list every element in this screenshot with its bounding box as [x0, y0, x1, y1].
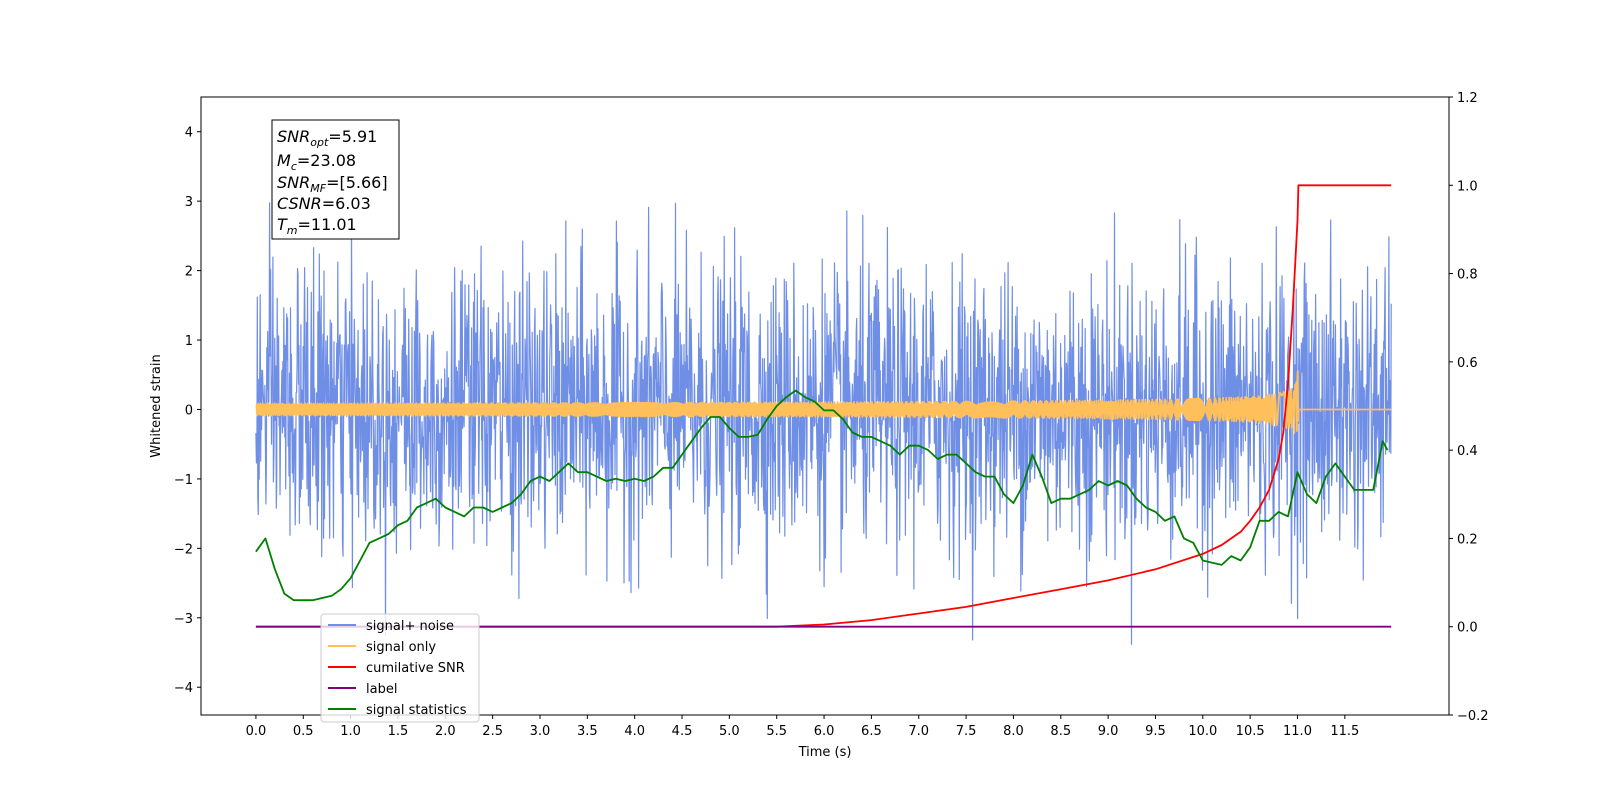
x-tick-label: 5.0	[719, 724, 740, 739]
y-tick-label: 3	[185, 195, 193, 210]
legend-label-signal-statistics: signal statistics	[366, 703, 467, 718]
x-tick-label: 8.5	[1050, 724, 1071, 739]
annotation-snr-opt: SNRopt=5.91	[277, 127, 377, 149]
series-line-signal-statistics	[255, 389, 1389, 602]
legend: signal+ noise signal only cumilative SNR…	[320, 613, 480, 723]
y2-tick-label: 0.2	[1457, 532, 1478, 547]
x-tick-label: 9.0	[1098, 724, 1119, 739]
x-tick-label: 7.5	[956, 724, 977, 739]
x-tick-label: 1.0	[340, 724, 361, 739]
x-axis-label: Time (s)	[798, 745, 852, 760]
y2-tick-label: 0.0	[1457, 621, 1478, 636]
legend-label-signal-noise: signal+ noise	[366, 619, 454, 634]
legend-frame	[320, 613, 480, 723]
x-tick-label: 3.0	[530, 724, 551, 739]
x-tick-label: 10.0	[1188, 724, 1217, 739]
legend-label-signal-only: signal only	[366, 640, 436, 655]
series-line-signal-noise	[255, 202, 1392, 645]
x-tick-label: 0.0	[246, 724, 267, 739]
y-axis-left: −4 −3 −2 −1 0 1 2 3 4	[174, 126, 201, 696]
x-tick-label: 7.0	[908, 724, 929, 739]
x-tick-label: 1.5	[388, 724, 409, 739]
y-tick-label: 2	[185, 265, 193, 280]
legend-label-label: label	[366, 682, 397, 697]
y2-tick-label: 0.4	[1457, 444, 1478, 459]
x-tick-label: 6.0	[814, 724, 835, 739]
y2-tick-label: 0.8	[1457, 268, 1478, 283]
annotation-mc: Mc=23.08	[277, 151, 356, 173]
x-tick-label: 0.5	[293, 724, 314, 739]
y-tick-label: −3	[174, 612, 193, 627]
legend-label-cumulative-snr: cumilative SNR	[366, 661, 465, 676]
plot-frame	[200, 96, 1450, 716]
y-axis-label: Whitened strain	[149, 354, 164, 457]
series-layer	[255, 184, 1392, 645]
y-tick-label: 1	[185, 334, 193, 349]
annotation-snr-mf: SNRMF=[5.66]	[277, 173, 388, 195]
y2-tick-label: 0.6	[1457, 356, 1478, 371]
x-tick-label: 11.0	[1283, 724, 1312, 739]
annotation-box: SNRopt=5.91 Mc=23.08 SNRMF=[5.66] CSNR=6…	[271, 119, 400, 240]
y2-tick-label: 1.2	[1457, 91, 1478, 106]
y2-tick-label: −0.2	[1457, 709, 1489, 724]
annotation-tm: Tm=11.01	[277, 215, 357, 237]
y-axis-right: −0.2 0.0 0.2 0.4 0.6 0.8 1.0 1.2	[1449, 91, 1489, 724]
y2-tick-label: 1.0	[1457, 179, 1478, 194]
y-tick-label: −4	[174, 681, 193, 696]
y-tick-label: −2	[174, 542, 193, 557]
x-tick-label: 2.0	[435, 724, 456, 739]
y-tick-label: 0	[185, 403, 193, 418]
x-tick-label: 3.5	[577, 724, 598, 739]
x-tick-label: 4.5	[672, 724, 693, 739]
series-line-cumilative-snr	[255, 184, 1392, 628]
x-tick-label: 4.0	[624, 724, 645, 739]
x-tick-label: 9.5	[1145, 724, 1166, 739]
x-tick-label: 11.5	[1330, 724, 1359, 739]
x-tick-label: 8.0	[1003, 724, 1024, 739]
x-tick-label: 5.5	[766, 724, 787, 739]
series-line-signal-only	[255, 370, 1392, 434]
y-tick-label: −1	[174, 473, 193, 488]
y-tick-label: 4	[185, 126, 193, 141]
annotation-frame	[271, 119, 400, 240]
annotation-csnr: CSNR=6.03	[277, 194, 371, 213]
x-tick-label: 10.5	[1236, 724, 1265, 739]
x-axis: 0.0 0.5 1.0 1.5 2.0 2.5 3.0 3.5 4.0 4.5 5.0 5.5 6.0 6…	[246, 715, 1359, 739]
x-tick-label: 6.5	[861, 724, 882, 739]
x-tick-label: 2.5	[482, 724, 503, 739]
